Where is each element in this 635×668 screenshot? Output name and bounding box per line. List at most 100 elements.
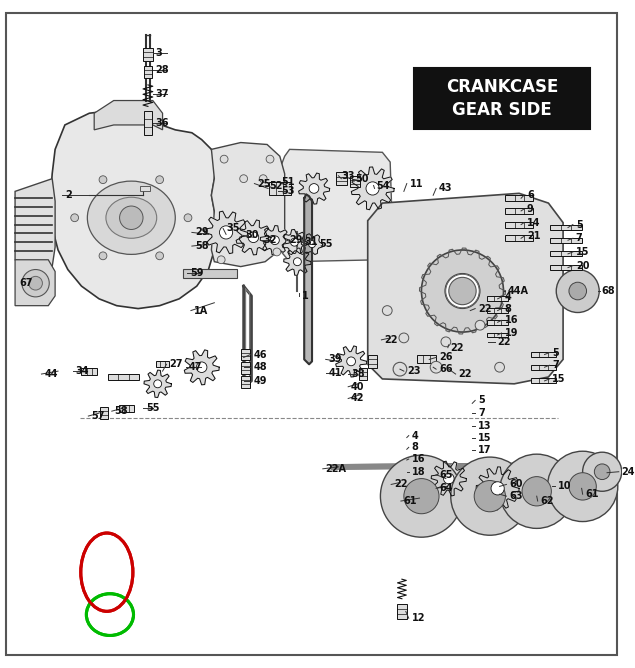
Bar — [140, 186, 150, 191]
Polygon shape — [298, 173, 330, 204]
Text: 2: 2 — [65, 190, 72, 200]
Polygon shape — [204, 211, 248, 254]
Text: 22: 22 — [478, 303, 491, 313]
Circle shape — [422, 250, 504, 332]
Circle shape — [431, 361, 442, 373]
Bar — [531, 352, 556, 357]
Circle shape — [99, 252, 107, 260]
Bar — [241, 349, 250, 360]
Text: 40: 40 — [351, 381, 364, 391]
Text: 34: 34 — [76, 366, 89, 376]
Text: 21: 21 — [527, 231, 540, 241]
Bar — [397, 604, 407, 619]
Bar — [551, 251, 582, 257]
Polygon shape — [304, 194, 312, 364]
Bar — [487, 333, 509, 337]
Circle shape — [217, 256, 225, 264]
Circle shape — [443, 474, 454, 484]
Circle shape — [271, 236, 279, 244]
Circle shape — [449, 277, 476, 305]
Text: 27: 27 — [170, 359, 183, 369]
Text: 47: 47 — [189, 362, 203, 372]
Text: 38: 38 — [351, 369, 364, 379]
Polygon shape — [476, 467, 519, 510]
Polygon shape — [15, 178, 55, 267]
Text: 53: 53 — [281, 186, 294, 196]
Circle shape — [399, 333, 409, 343]
Text: 8: 8 — [504, 303, 511, 313]
Bar — [144, 66, 152, 78]
Circle shape — [99, 176, 107, 184]
Circle shape — [22, 269, 50, 297]
Text: 11: 11 — [410, 178, 423, 188]
Circle shape — [500, 454, 574, 528]
Text: 52: 52 — [269, 180, 283, 190]
Bar — [269, 182, 291, 195]
Circle shape — [441, 337, 451, 347]
Circle shape — [156, 176, 164, 184]
Bar — [368, 355, 377, 368]
Text: 46: 46 — [253, 349, 267, 359]
Text: 19: 19 — [504, 328, 518, 338]
Polygon shape — [336, 346, 367, 377]
Text: 12: 12 — [411, 613, 425, 623]
Text: 22: 22 — [394, 480, 408, 490]
Circle shape — [382, 306, 392, 315]
Circle shape — [569, 282, 587, 300]
Circle shape — [309, 184, 319, 193]
Text: 22: 22 — [451, 343, 464, 353]
Text: 61: 61 — [404, 496, 417, 506]
Circle shape — [293, 258, 302, 266]
Circle shape — [474, 480, 505, 512]
Bar — [336, 172, 347, 185]
Text: 7: 7 — [478, 408, 485, 418]
Bar — [505, 222, 533, 228]
Text: 49: 49 — [253, 376, 267, 386]
Circle shape — [248, 232, 258, 242]
Bar — [551, 238, 582, 242]
Text: 17: 17 — [478, 446, 491, 456]
Text: 10: 10 — [558, 482, 572, 492]
Text: 35: 35 — [226, 224, 239, 234]
Bar — [183, 269, 237, 279]
Text: 22A: 22A — [326, 464, 347, 474]
Text: 32: 32 — [263, 235, 277, 245]
Text: 20: 20 — [576, 261, 589, 271]
Text: 51: 51 — [281, 176, 294, 186]
Text: 36: 36 — [156, 118, 170, 128]
Bar — [241, 362, 250, 374]
Text: 44A: 44A — [507, 286, 528, 296]
Bar — [143, 48, 153, 61]
Polygon shape — [236, 220, 271, 255]
Text: 57: 57 — [91, 411, 105, 421]
Text: 4: 4 — [504, 292, 511, 302]
Text: 15: 15 — [478, 433, 491, 442]
Circle shape — [259, 175, 267, 182]
Circle shape — [583, 452, 622, 491]
Polygon shape — [211, 142, 284, 267]
Text: 16: 16 — [504, 315, 518, 325]
Polygon shape — [420, 248, 505, 334]
Text: 37: 37 — [156, 89, 170, 99]
Circle shape — [446, 275, 479, 308]
Circle shape — [491, 482, 504, 495]
Text: 55: 55 — [319, 239, 332, 249]
Text: 68: 68 — [601, 286, 615, 296]
Bar — [487, 297, 509, 301]
Bar — [505, 235, 533, 241]
Text: 39: 39 — [329, 355, 342, 365]
Bar — [505, 195, 533, 201]
Bar — [359, 368, 367, 380]
Bar — [100, 407, 108, 419]
Text: 4: 4 — [411, 431, 418, 441]
Text: 1: 1 — [302, 291, 309, 301]
Text: CRANKCASE
GEAR SIDE: CRANKCASE GEAR SIDE — [446, 77, 558, 120]
Text: 55: 55 — [146, 403, 159, 413]
Text: 7: 7 — [576, 233, 582, 243]
Text: 29: 29 — [195, 227, 208, 237]
Text: 61: 61 — [585, 489, 599, 499]
Circle shape — [380, 455, 462, 537]
Text: 23: 23 — [407, 366, 420, 376]
Ellipse shape — [88, 181, 175, 255]
Polygon shape — [184, 350, 219, 385]
